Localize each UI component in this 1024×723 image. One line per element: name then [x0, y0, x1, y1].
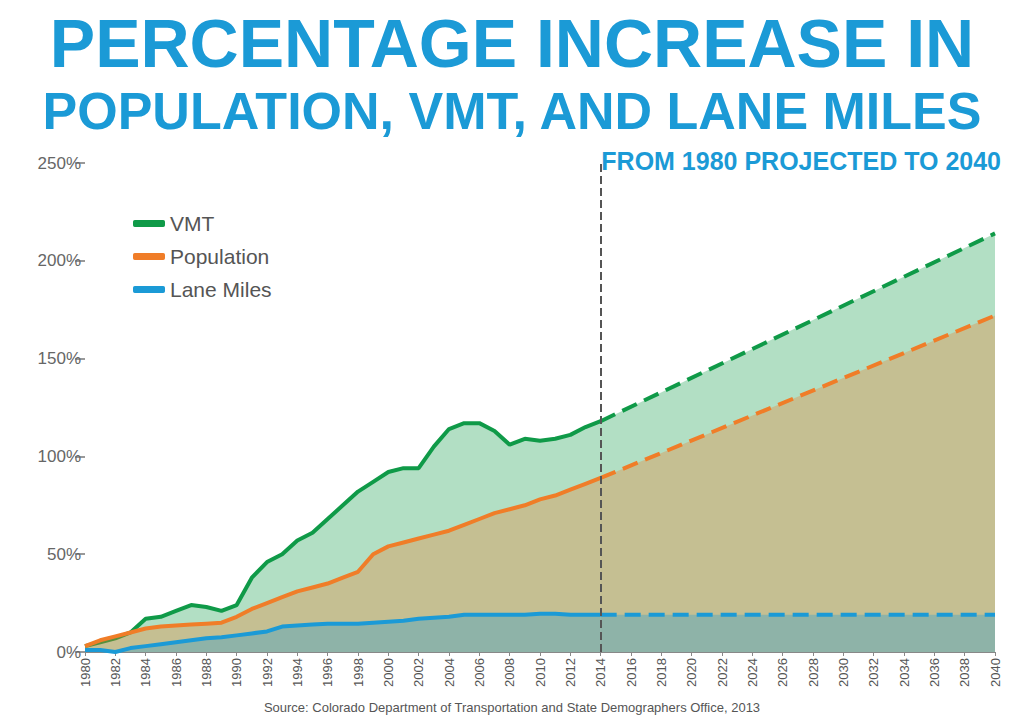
- svg-text:VMT: VMT: [170, 212, 215, 235]
- svg-text:200%: 200%: [38, 251, 81, 270]
- svg-text:2036: 2036: [927, 658, 942, 687]
- svg-text:2022: 2022: [715, 658, 730, 687]
- svg-text:1988: 1988: [199, 658, 214, 687]
- svg-text:50%: 50%: [47, 545, 81, 564]
- svg-text:2004: 2004: [442, 658, 457, 687]
- svg-text:2024: 2024: [745, 658, 760, 687]
- svg-text:2020: 2020: [684, 658, 699, 687]
- svg-text:2034: 2034: [897, 658, 912, 687]
- svg-text:Population: Population: [170, 245, 269, 268]
- svg-text:1996: 1996: [320, 658, 335, 687]
- svg-text:1984: 1984: [138, 658, 153, 687]
- svg-text:1982: 1982: [108, 658, 123, 687]
- svg-text:2040: 2040: [988, 658, 1003, 687]
- svg-text:2026: 2026: [775, 658, 790, 687]
- svg-text:1998: 1998: [351, 658, 366, 687]
- svg-text:2014: 2014: [593, 658, 608, 687]
- svg-text:2002: 2002: [411, 658, 426, 687]
- svg-text:2006: 2006: [472, 658, 487, 687]
- svg-text:1980: 1980: [78, 658, 93, 687]
- svg-text:2018: 2018: [654, 658, 669, 687]
- svg-text:2030: 2030: [836, 658, 851, 687]
- svg-text:FROM 1980 PROJECTED TO 2040: FROM 1980 PROJECTED TO 2040: [601, 147, 1001, 175]
- svg-text:2012: 2012: [563, 658, 578, 687]
- svg-text:2008: 2008: [502, 658, 517, 687]
- svg-text:1990: 1990: [229, 658, 244, 687]
- svg-text:2032: 2032: [866, 658, 881, 687]
- svg-text:1992: 1992: [260, 658, 275, 687]
- svg-text:1994: 1994: [290, 658, 305, 687]
- svg-text:2000: 2000: [381, 658, 396, 687]
- svg-text:Lane Miles: Lane Miles: [170, 278, 272, 301]
- svg-text:2016: 2016: [624, 658, 639, 687]
- svg-text:2010: 2010: [533, 658, 548, 687]
- svg-text:2038: 2038: [957, 658, 972, 687]
- svg-text:250%: 250%: [38, 154, 81, 173]
- svg-text:2028: 2028: [806, 658, 821, 687]
- svg-text:150%: 150%: [38, 349, 81, 368]
- svg-text:0%: 0%: [56, 642, 81, 662]
- svg-text:100%: 100%: [38, 447, 81, 466]
- svg-text:POPULATION, VMT, AND LANE MILE: POPULATION, VMT, AND LANE MILES: [43, 82, 982, 140]
- svg-text:PERCENTAGE INCREASE IN: PERCENTAGE INCREASE IN: [50, 5, 974, 81]
- svg-text:1986: 1986: [169, 658, 184, 687]
- svg-text:Source: Colorado Department of: Source: Colorado Department of Transport…: [264, 700, 760, 715]
